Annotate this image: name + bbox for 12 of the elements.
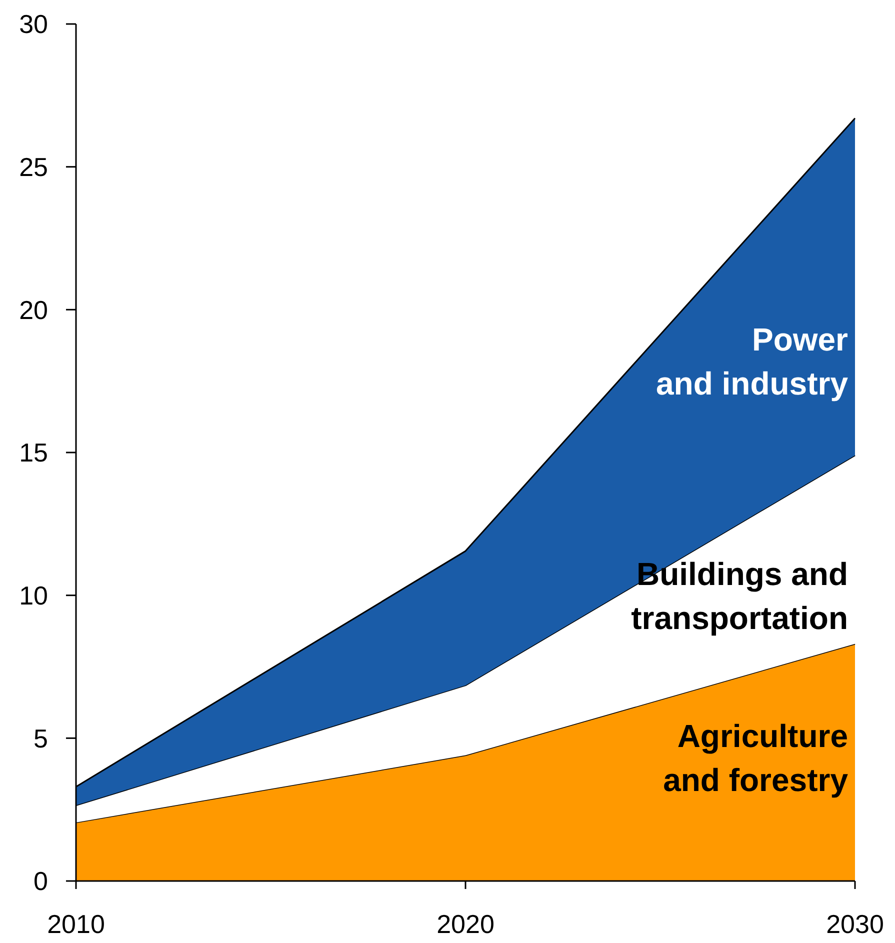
x-tick-label: 2010 bbox=[47, 909, 105, 939]
y-tick-label: 15 bbox=[19, 438, 48, 468]
x-tick-label: 2030 bbox=[826, 909, 884, 939]
series-label: Power and industry bbox=[656, 322, 848, 402]
x-tick-label: 2020 bbox=[436, 909, 494, 939]
y-tick-label: 25 bbox=[19, 152, 48, 182]
y-tick-label: 10 bbox=[19, 580, 48, 610]
y-tick-label: 5 bbox=[34, 723, 48, 754]
y-tick-label: 30 bbox=[19, 9, 48, 40]
y-tick-label: 0 bbox=[34, 866, 48, 896]
series-label: Agriculture and forestry bbox=[663, 718, 848, 798]
y-tick-label: 20 bbox=[19, 294, 48, 325]
